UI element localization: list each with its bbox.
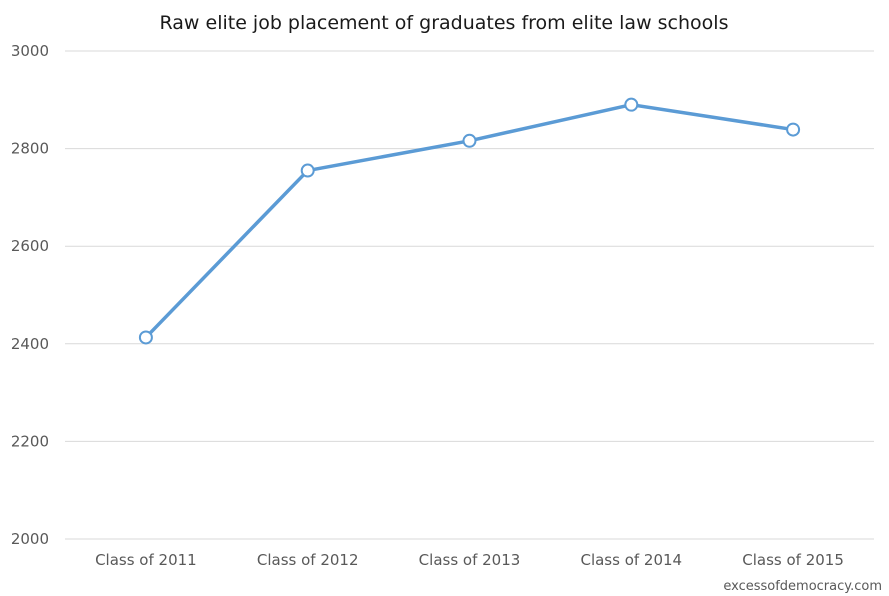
- series: [138, 97, 801, 345]
- data-point: [462, 133, 477, 148]
- y-tick-label: 2800: [11, 140, 49, 158]
- data-point: [786, 122, 801, 137]
- y-tick-label: 2200: [11, 432, 49, 450]
- source-credit: excessofdemocracy.com: [723, 579, 882, 594]
- chart-title: Raw elite job placement of graduates fro…: [160, 12, 729, 34]
- y-tick-label: 3000: [11, 42, 49, 60]
- gridlines: [65, 50, 874, 540]
- data-point: [624, 97, 639, 112]
- y-tick-label: 2000: [11, 530, 49, 548]
- x-tick-label: Class of 2013: [419, 551, 521, 569]
- x-tick-label: Class of 2014: [580, 551, 682, 569]
- y-tick-label: 2400: [11, 335, 49, 353]
- data-point: [138, 330, 153, 345]
- y-tick-label: 2600: [11, 237, 49, 255]
- x-tick-label: Class of 2011: [95, 551, 197, 569]
- x-tick-label: Class of 2012: [257, 551, 359, 569]
- y-axis-ticks: 2000 2200 2400 2600 2800 3000: [11, 42, 49, 548]
- x-tick-label: Class of 2015: [742, 551, 844, 569]
- x-axis-ticks: Class of 2011 Class of 2012 Class of 2013 C…: [95, 551, 844, 569]
- data-point: [300, 163, 315, 178]
